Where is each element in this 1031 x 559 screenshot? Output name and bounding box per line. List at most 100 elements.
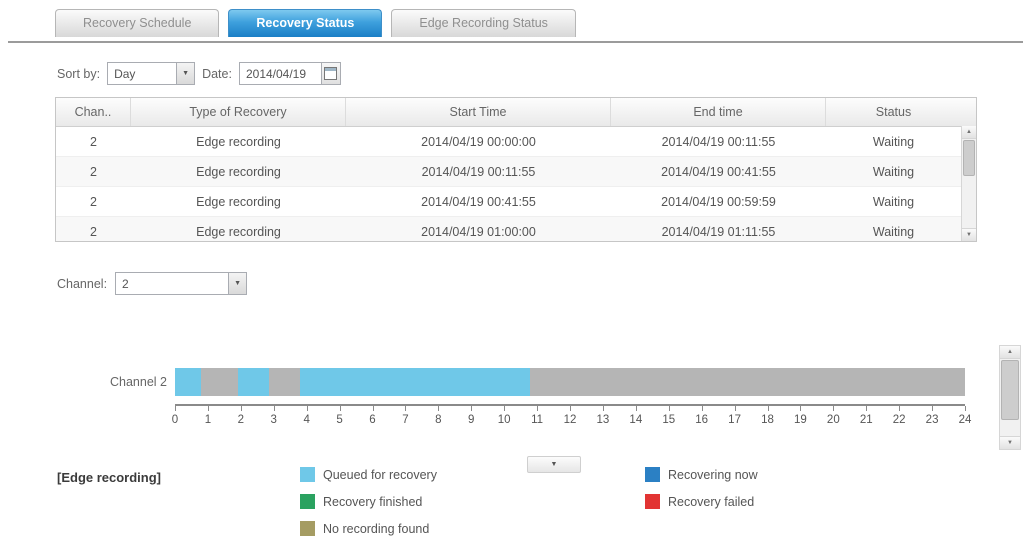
- tab-bar: Recovery Schedule Recovery Status Edge Rec…: [55, 9, 576, 37]
- axis-tick-label: 14: [629, 414, 643, 426]
- scrollbar-thumb[interactable]: [1001, 360, 1019, 420]
- axis-tick: [504, 406, 506, 411]
- table-cell: 2014/04/19 00:11:55: [661, 134, 776, 149]
- axis-tick-label: 17: [728, 414, 741, 426]
- table-cell: 2: [90, 134, 97, 149]
- legend-swatch: [300, 494, 315, 509]
- axis-tick-label: 2: [237, 414, 245, 426]
- axis-tick-label: 1: [204, 414, 212, 426]
- timeline-segment-none: [268, 368, 301, 396]
- legend-label: No recording found: [323, 521, 430, 536]
- legend-collapse-button[interactable]: ▼: [527, 456, 581, 473]
- legend-column-right: Recovering now Recovery failed: [645, 467, 758, 509]
- axis-tick: [800, 406, 802, 411]
- column-header-3[interactable]: End time: [611, 98, 826, 126]
- axis-tick: [339, 406, 341, 411]
- axis-tick-label: 23: [925, 414, 939, 426]
- axis-tick-label: 16: [695, 414, 709, 426]
- legend-item: Queued for recovery: [300, 467, 437, 482]
- scrollbar-thumb[interactable]: [963, 140, 975, 176]
- legend-title: [Edge recording]: [57, 470, 162, 485]
- axis-tick: [405, 406, 407, 411]
- axis-tick-label: 10: [497, 414, 511, 426]
- legend-swatch: [645, 494, 660, 509]
- table-cell: 2014/04/19 00:41:55: [661, 164, 776, 179]
- timeline-bar: [175, 368, 965, 396]
- axis-tick-label: 18: [761, 414, 774, 426]
- timeline-axis: 0 1 2 3 4 5 6 7 8 9 10 11 12 13 14 15 16 17 18 19 20 21 22 23 24: [171, 404, 971, 436]
- axis-tick-label: 4: [303, 414, 310, 426]
- calendar-button[interactable]: [320, 63, 340, 84]
- sort-by-select[interactable]: Day ▼: [107, 62, 196, 85]
- axis-tick-label: 15: [662, 414, 676, 426]
- axis-tick: [175, 406, 176, 411]
- axis-tick: [833, 406, 835, 411]
- channel-label: Channel:: [57, 276, 108, 291]
- timeline-segment-none: [201, 368, 238, 396]
- axis-tick: [273, 406, 275, 411]
- axis-tick-label: 12: [563, 414, 577, 426]
- table-cell: 2: [90, 224, 97, 239]
- axis-tick-label: 0: [171, 414, 179, 426]
- table-scrollbar[interactable]: ▲ ▼: [961, 126, 976, 241]
- scroll-down-icon[interactable]: ▼: [962, 228, 976, 241]
- table-cell: 2014/04/19 01:11:55: [661, 224, 776, 239]
- timeline-segment-none: [530, 368, 965, 396]
- tab-recovery-status[interactable]: Recovery Status: [228, 9, 383, 37]
- table-cell: Waiting: [872, 134, 915, 149]
- table-cell: Waiting: [872, 194, 915, 209]
- axis-tick: [537, 406, 539, 411]
- legend-swatch: [645, 467, 660, 482]
- column-header-4[interactable]: Status: [875, 105, 912, 119]
- table-cell: 2014/04/19 00:41:55: [421, 194, 536, 209]
- legend-column-left: Queued for recovery Recovery finished No r…: [300, 467, 437, 536]
- table-row[interactable]: 2 Edge recording 2014/04/19 00:00:00 2014/0…: [56, 127, 961, 157]
- legend-item: Recovery finished: [300, 494, 437, 509]
- scroll-up-icon[interactable]: ▲: [1000, 346, 1020, 359]
- channel-value: 2: [122, 276, 129, 291]
- axis-tick: [602, 406, 604, 411]
- table-row[interactable]: 2 Edge recording 2014/04/19 00:41:55 2014/0…: [56, 187, 961, 217]
- table-cell: 2: [90, 164, 97, 179]
- table-cell: 2014/04/19 00:00:00: [421, 134, 536, 149]
- legend-swatch: [300, 521, 315, 536]
- table-row[interactable]: 2 Edge recording 2014/04/19 01:00:00 2014/0…: [56, 217, 961, 241]
- sort-by-value: Day: [114, 66, 136, 81]
- tab-edge-recording-status[interactable]: Edge Recording Status: [391, 9, 576, 37]
- axis-tick-label: 24: [958, 414, 972, 426]
- date-input[interactable]: 2014/04/19: [238, 62, 341, 85]
- axis-tick-label: 11: [531, 414, 544, 426]
- axis-tick: [372, 406, 374, 411]
- axis-tick: [866, 406, 868, 411]
- chart-scrollbar[interactable]: ▲ ▼: [999, 345, 1021, 450]
- axis-tick-label: 9: [468, 414, 475, 426]
- legend-label: Recovery finished: [323, 494, 423, 509]
- chevron-down-icon[interactable]: ▼: [176, 63, 195, 84]
- tab-recovery-schedule[interactable]: Recovery Schedule: [55, 9, 220, 37]
- axis-tick-label: 5: [336, 414, 343, 426]
- legend-label: Recovering now: [668, 467, 758, 482]
- table-row[interactable]: 2 Edge recording 2014/04/19 00:11:55 2014/0…: [56, 157, 961, 187]
- axis-tick-label: 3: [270, 414, 277, 426]
- scroll-down-icon[interactable]: ▼: [1000, 436, 1020, 449]
- legend-item: Recovering now: [645, 467, 758, 482]
- axis-tick: [570, 406, 571, 411]
- table-cell: 2014/04/19 01:00:00: [421, 224, 536, 239]
- chevron-down-icon[interactable]: ▼: [228, 273, 247, 294]
- channel-selector-row: Channel: 2 ▼: [57, 272, 248, 295]
- column-header-1[interactable]: Type of Recovery: [131, 98, 346, 126]
- scroll-up-icon[interactable]: ▲: [962, 126, 976, 139]
- table-cell: 2014/04/19 00:59:59: [661, 194, 776, 209]
- table-header-row: Chan.. Type of Recovery Start Time End time…: [56, 98, 976, 127]
- filter-row: Sort by: Day ▼ Date: 2014/04/19: [57, 62, 341, 85]
- legend-label: Recovery failed: [668, 494, 755, 509]
- axis-tick-label: 20: [826, 414, 840, 426]
- tab-divider: [8, 41, 1023, 43]
- date-value: 2014/04/19: [245, 66, 307, 81]
- table-cell: Edge recording: [196, 134, 281, 149]
- axis-tick: [701, 406, 703, 411]
- channel-select[interactable]: 2 ▼: [115, 272, 248, 295]
- column-header-0[interactable]: Chan..: [56, 98, 131, 126]
- column-header-2[interactable]: Start Time: [346, 98, 611, 126]
